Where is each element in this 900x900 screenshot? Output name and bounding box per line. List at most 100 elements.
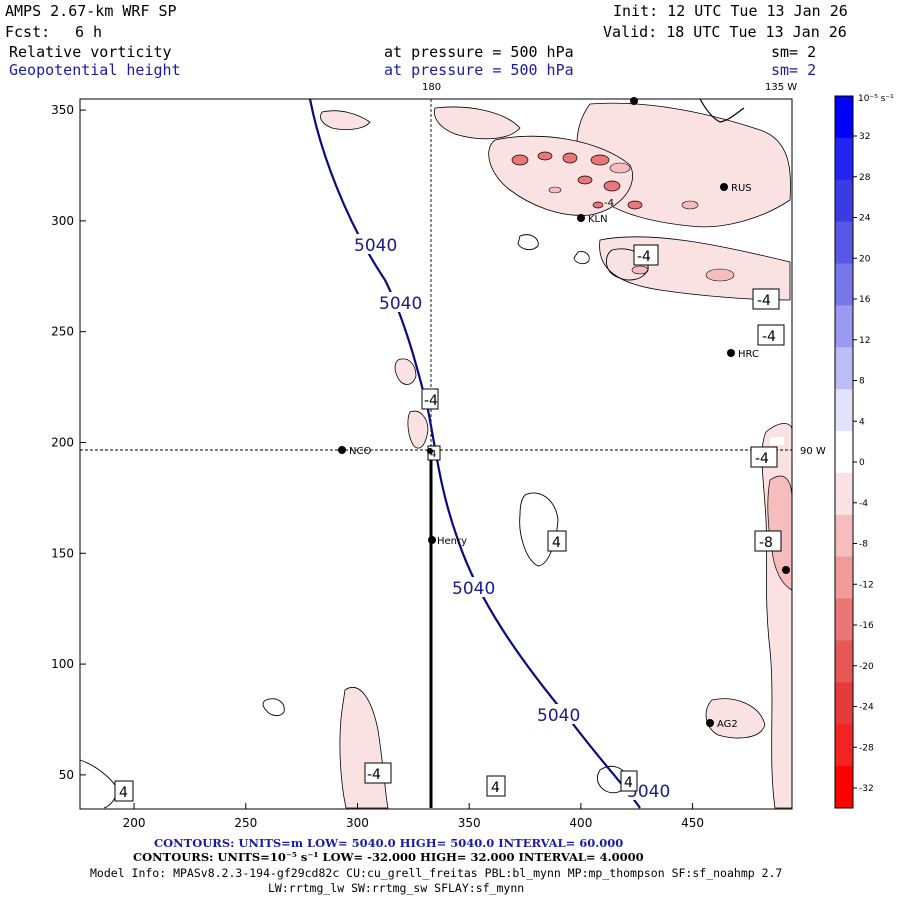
- colorbar-tick-label: -20: [859, 662, 874, 672]
- colorbar-tick-label: -24: [859, 703, 874, 713]
- y-tick-label: 50: [59, 768, 74, 782]
- colorbar-tick-label: 20: [859, 254, 871, 264]
- footer-model-info-2: LW:rrtmg_lw SW:rrtmg_sw SFLAY:sf_mynn: [268, 881, 524, 895]
- y-tick-label: 300: [51, 214, 74, 228]
- height-label: 5040: [537, 706, 580, 726]
- colorbar-tick-label: -16: [859, 621, 874, 631]
- station-marker: [427, 448, 433, 454]
- stations: NCO Henry KLN RUS HRC AG2: [338, 97, 790, 730]
- colorbar-tick-label: 16: [859, 295, 871, 305]
- colorbar-swatch: [835, 305, 853, 348]
- forecast-hour: 6 h: [75, 23, 102, 41]
- colorbar-swatch: [835, 766, 853, 809]
- colorbar-swatch: [835, 263, 853, 306]
- colorbar: 10⁻⁵ s⁻¹ 32 28 24 20 16 12 8 4 0 -4 -8 -12 -16 -20 -24…: [834, 94, 894, 809]
- vort-label: -4: [755, 451, 769, 467]
- vort-label: -4: [762, 329, 776, 345]
- colorbar-swatch: [835, 431, 853, 474]
- model-title: AMPS 2.67-km WRF SP: [5, 2, 177, 20]
- x-tick-label: 350: [458, 816, 481, 830]
- station-hrc: HRC: [727, 349, 759, 360]
- field1-name: Relative vorticity: [9, 43, 172, 61]
- colorbar-tick-label: -4: [859, 499, 868, 509]
- colorbar-swatch: [835, 598, 853, 641]
- colorbar-tick-label: 8: [859, 377, 865, 387]
- coastline: [699, 98, 745, 123]
- colorbar-frame: [834, 95, 854, 809]
- init-time: Init: 12 UTC Tue 13 Jan 26: [613, 2, 848, 20]
- colorbar-tick-label: 0: [859, 458, 865, 468]
- colorbar-swatch: [835, 347, 853, 390]
- valid-time: Valid: 18 UTC Tue 13 Jan 26: [603, 23, 847, 41]
- colorbar-tick-label: 4: [859, 417, 865, 427]
- forecast-label: Fcst:: [5, 23, 50, 41]
- x-tick-label: 400: [569, 816, 592, 830]
- colorbar-tick-label: 24: [859, 214, 871, 224]
- height-label: 5040: [354, 236, 397, 256]
- meridian-135w-label: 135 W: [765, 82, 797, 93]
- height-label: 5040: [379, 294, 422, 314]
- vorticity-label-text: -4 -4 -4 -4 -4 -8 -4 4 4 4 4 4 -4: [119, 198, 776, 801]
- x-tick-label: 450: [681, 816, 704, 830]
- svg-text:NCO: NCO: [349, 446, 371, 457]
- colorbar-tick-label: -12: [859, 580, 874, 590]
- field1-smoothing: sm= 2: [771, 43, 816, 61]
- colorbar-tick-label: -32: [859, 784, 874, 794]
- height-label: 5040: [627, 782, 670, 802]
- station-marker: [782, 566, 790, 574]
- vort-label: -4: [757, 293, 771, 309]
- height-label: 5040: [452, 579, 495, 599]
- colorbar-tick-label: 28: [859, 173, 871, 183]
- svg-text:AG2: AG2: [717, 719, 738, 730]
- vort-label: 4: [552, 535, 561, 551]
- y-tick-label: 250: [51, 325, 74, 339]
- colorbar-tick-label: 12: [859, 336, 870, 346]
- field2-name: Geopotential height: [9, 61, 181, 79]
- colorbar-swatch: [835, 389, 853, 432]
- y-axis: 50 100 150 200 250 300 350: [51, 103, 86, 782]
- colorbar-tick-label: -8: [859, 540, 868, 550]
- field2-level: at pressure = 500 hPa: [384, 61, 574, 79]
- colorbar-swatch: [835, 96, 853, 139]
- colorbar-tick-label: -28: [859, 743, 874, 753]
- vort-label: -4: [424, 393, 438, 409]
- svg-text:RUS: RUS: [731, 183, 752, 194]
- station-nco: NCO: [338, 446, 371, 457]
- vort-label: 4: [119, 785, 128, 801]
- x-tick-label: 200: [123, 816, 146, 830]
- vort-label: -4: [637, 249, 651, 265]
- field2-smoothing: sm= 2: [771, 61, 816, 79]
- y-tick-label: 200: [51, 435, 74, 449]
- x-tick-label: 300: [346, 816, 369, 830]
- colorbar-swatch: [835, 682, 853, 725]
- y-tick-label: 100: [51, 657, 74, 671]
- colorbar-swatch: [835, 514, 853, 558]
- vort-label: -8: [759, 535, 773, 551]
- station-rus: RUS: [720, 183, 752, 194]
- colorbar-swatch: [835, 179, 853, 223]
- vort-label: -4: [604, 198, 614, 209]
- colorbar-swatch: [835, 221, 853, 265]
- parallel-90w-label: 90 W: [800, 446, 826, 457]
- x-tick-label: 250: [234, 816, 257, 830]
- colorbar-swatch: [835, 556, 853, 600]
- vort-label: 4: [624, 775, 633, 791]
- y-tick-label: 150: [51, 546, 74, 560]
- colorbar-swatch: [835, 724, 853, 767]
- y-tick-label: 350: [51, 103, 74, 117]
- footer-height-contours: CONTOURS: UNITS=m LOW= 5040.0 HIGH= 5040…: [154, 836, 623, 850]
- vort-label: 4: [491, 780, 500, 796]
- colorbar-unit: 10⁻⁵ s⁻¹: [858, 94, 894, 104]
- station-ag2: AG2: [706, 719, 738, 730]
- svg-text:Henry: Henry: [437, 536, 467, 547]
- footer-model-info: Model Info: MPASv8.2.3-194-gf29cd82c CU:…: [90, 866, 782, 880]
- colorbar-swatch: [835, 640, 853, 683]
- field1-level: at pressure = 500 hPa: [384, 43, 574, 61]
- svg-text:KLN: KLN: [588, 214, 608, 225]
- vort-label: -4: [367, 767, 381, 783]
- station-henry: Henry: [428, 536, 467, 547]
- station-marker: [630, 97, 638, 105]
- svg-text:HRC: HRC: [738, 349, 759, 360]
- station-kln: KLN: [577, 214, 608, 225]
